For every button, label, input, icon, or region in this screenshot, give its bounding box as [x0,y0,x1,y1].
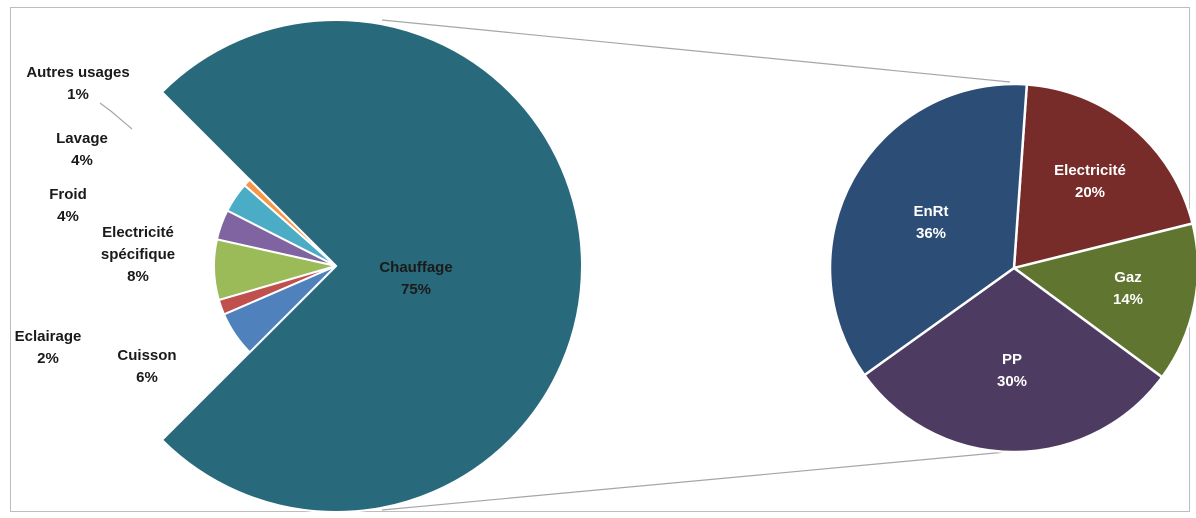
connector-line-bottom [381,451,1007,511]
label-eclairage: Eclairage 2% [15,328,82,367]
sub-slice-electricite [1012,83,1195,270]
main-pie [160,19,583,513]
connector-lines [99,19,1011,511]
slice-chauffage [160,19,583,513]
label-chauffage: Chauffage 75% [379,259,452,298]
sub-pie [828,82,1196,454]
leader-line-autres-usages [99,102,133,130]
sub-slice-enrt [828,82,1029,377]
label-gaz: Gaz 14% [1113,269,1143,308]
label-electricite: Electricité 20% [1054,162,1126,201]
label-autres-usages: Autres usages 1% [26,64,129,103]
label-lavage: Lavage 4% [56,130,108,169]
label-froid: Froid 4% [49,186,87,225]
label-electricite-specifique: Electricité spécifique 8% [101,224,175,285]
sub-slice-pp [862,266,1164,454]
label-enrt: EnRt 36% [914,203,949,242]
slice-cuisson [222,265,337,354]
data-labels: Chauffage 75% Autres usages 1% Lavage 4% Froid… [15,64,1143,390]
label-cuisson: Cuisson 6% [117,347,176,386]
label-pp: PP 30% [997,351,1027,390]
sub-slice-gaz [1011,221,1196,379]
connector-line-top [381,19,1011,83]
